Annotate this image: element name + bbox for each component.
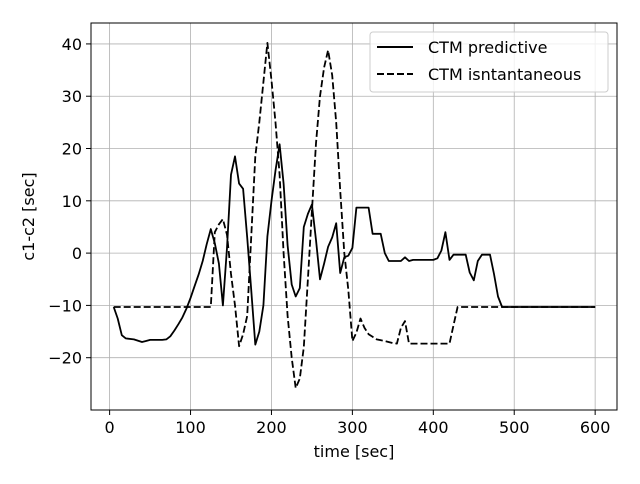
y-tick-label: 0 xyxy=(72,244,82,263)
x-axis-label: time [sec] xyxy=(314,442,395,461)
x-tick-label: 500 xyxy=(499,418,530,437)
y-axis-label: c1-c2 [sec] xyxy=(19,172,38,260)
y-tick-label: 40 xyxy=(62,35,82,54)
plot-series xyxy=(112,42,596,389)
axis-ticks: 0 100 200 300 400 500 600 −20 −10 0 10 20 30 40 xyxy=(48,35,610,437)
x-tick-label: 400 xyxy=(418,418,449,437)
x-tick-label: 200 xyxy=(256,418,287,437)
y-tick-label: 30 xyxy=(62,87,82,106)
y-tick-label: −10 xyxy=(48,296,82,315)
legend-label-ctm-predictive: CTM predictive xyxy=(428,38,548,57)
y-tick-label: 20 xyxy=(62,140,82,159)
x-tick-label: 600 xyxy=(580,418,611,437)
x-tick-label: 100 xyxy=(175,418,206,437)
y-tick-label: −20 xyxy=(48,349,82,368)
legend-label-ctm-instantaneous: CTM isntantaneous xyxy=(428,65,581,84)
x-tick-label: 300 xyxy=(337,418,368,437)
y-tick-label: 10 xyxy=(62,192,82,211)
plot-frame xyxy=(90,22,618,411)
series-line-ctm-instantaneous xyxy=(113,42,596,389)
legend: CTM predictive CTM isntantaneous xyxy=(369,31,609,93)
legend-box xyxy=(369,31,609,93)
series-line-ctm-predictive xyxy=(112,143,596,346)
x-tick-label: 0 xyxy=(105,418,115,437)
